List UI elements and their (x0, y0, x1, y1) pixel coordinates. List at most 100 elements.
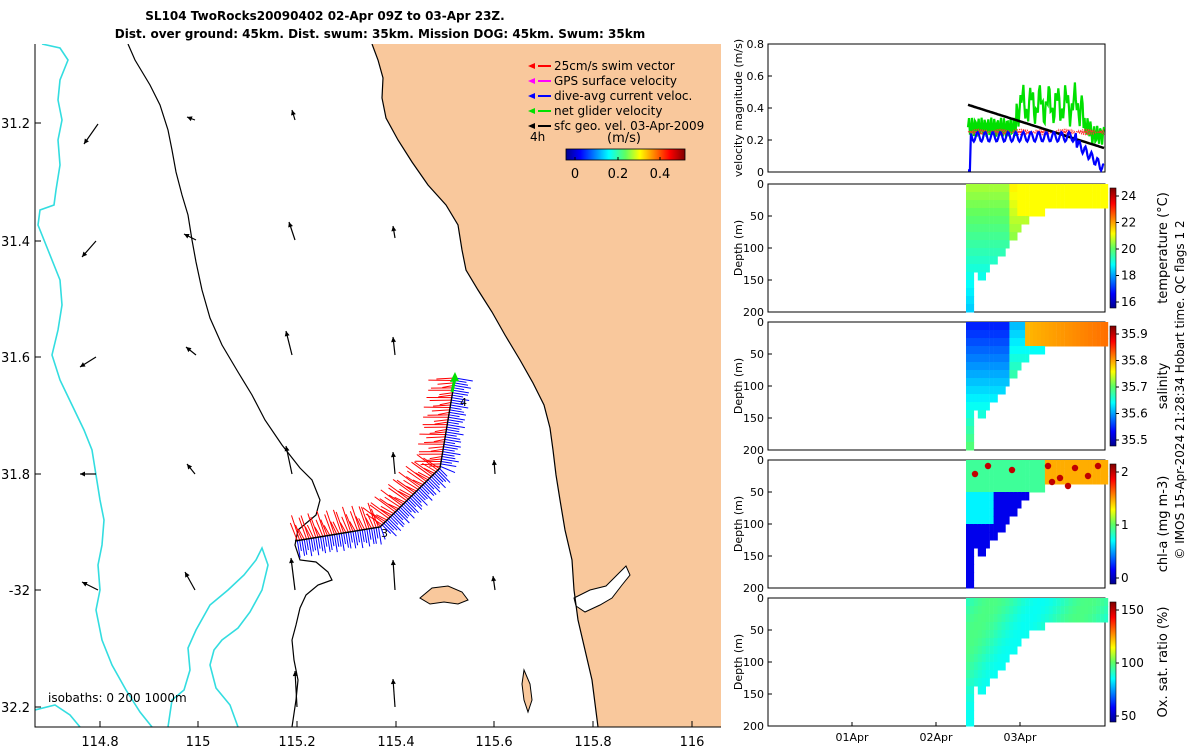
profile-cell (997, 322, 1002, 331)
current-vector (449, 409, 465, 413)
profile-cell (993, 646, 998, 655)
profile-cell (977, 330, 982, 339)
current-vector (403, 503, 412, 513)
profile-cell (1068, 460, 1073, 469)
profile-cell (1005, 362, 1010, 371)
current-vector (306, 539, 309, 551)
profile-cell (997, 606, 1002, 615)
profile-cell (1044, 614, 1050, 623)
current-vector (453, 387, 465, 391)
profile-cell (989, 192, 994, 201)
swim-vector (376, 514, 388, 521)
swim-vector (316, 510, 326, 537)
profile-colorbar-tick-label: 22 (1121, 216, 1136, 230)
current-vector (421, 485, 430, 495)
profile-cell (985, 662, 990, 671)
profile-cell (989, 378, 994, 387)
profile-cell (1033, 184, 1038, 193)
profile-cell (1088, 322, 1093, 331)
profile-cell (1044, 192, 1050, 201)
current-vector (333, 534, 338, 553)
current-vector (361, 529, 365, 543)
profile-cell (1088, 330, 1093, 339)
profile-cell (1080, 476, 1085, 485)
profile-cell (966, 638, 971, 647)
profile-cell (1040, 208, 1046, 217)
current-vector (447, 424, 465, 429)
current-vector (301, 539, 306, 556)
profile-cell (993, 208, 998, 217)
swim-vector (412, 479, 424, 486)
profile-cell (1060, 460, 1065, 469)
profile-cell (985, 322, 990, 331)
profile-cell (977, 354, 982, 363)
profile-cell (969, 256, 975, 265)
profile-cell (977, 460, 982, 469)
profile-cell (1033, 330, 1038, 339)
sfc-geo-velocity-arrowhead (288, 222, 293, 228)
profile-cell (985, 630, 990, 639)
profile-cell (966, 508, 971, 517)
current-vector (444, 438, 462, 443)
profile-cell (1072, 200, 1077, 209)
map-x-tick-label: 115.2 (278, 735, 315, 750)
profile-cell (1029, 614, 1034, 623)
swim-vector (380, 489, 403, 506)
profile-cell (1092, 192, 1097, 201)
current-vector (317, 537, 321, 549)
swim-vector (434, 429, 447, 433)
profile-cell (985, 646, 990, 655)
profile-cell (966, 524, 971, 533)
profile-cell (985, 638, 990, 647)
profile-cell (1009, 370, 1014, 379)
profile-cell (966, 410, 971, 419)
land (372, 44, 721, 727)
legend-arrowhead (528, 123, 535, 129)
profile-cell (981, 622, 986, 631)
profile-cell (1001, 484, 1006, 493)
current-vector (440, 465, 456, 474)
profile-cell (993, 240, 998, 249)
profile-cell (1060, 192, 1065, 201)
profile-cell (1033, 460, 1038, 469)
profile-cell (977, 240, 982, 249)
estuary (573, 565, 631, 613)
profile-cell (1096, 476, 1101, 485)
profile-cell (1021, 354, 1026, 363)
velocity-axes (767, 43, 1106, 173)
profile-cell (989, 322, 994, 331)
swim-vector (405, 465, 427, 482)
profile-cell (1052, 192, 1057, 201)
current-vector (454, 382, 469, 386)
swim-vector (361, 506, 370, 529)
profile-cell (1037, 338, 1042, 347)
profile-cell (1013, 224, 1018, 233)
profile-cell (1088, 184, 1093, 193)
profile-cell (1048, 614, 1053, 623)
profile-cell (1033, 476, 1038, 485)
profile-cell (1001, 492, 1006, 501)
current-vector (345, 532, 349, 548)
swim-vector (417, 471, 430, 479)
depth-tick-label: 150 (743, 688, 764, 701)
profile-cell (1060, 468, 1065, 477)
profile-cell (1009, 184, 1014, 193)
current-vector (442, 451, 461, 456)
profile-cell (966, 354, 971, 363)
swim-vector (434, 421, 448, 425)
profile-cell (1104, 322, 1109, 331)
profile-cell (989, 622, 994, 631)
profile-cell (993, 192, 998, 201)
swim-vector (388, 487, 408, 502)
profile-cell (966, 370, 971, 379)
profile-cell (997, 192, 1002, 201)
current-vector (441, 460, 453, 464)
current-vector (446, 426, 460, 430)
profile-cell (1096, 338, 1101, 347)
chl-a-high-spot (1071, 464, 1079, 472)
profile-cell (1013, 330, 1018, 339)
profile-cell (1017, 484, 1022, 493)
swim-vector (339, 522, 347, 533)
current-vector (359, 530, 364, 549)
profile-cell (1104, 184, 1109, 193)
